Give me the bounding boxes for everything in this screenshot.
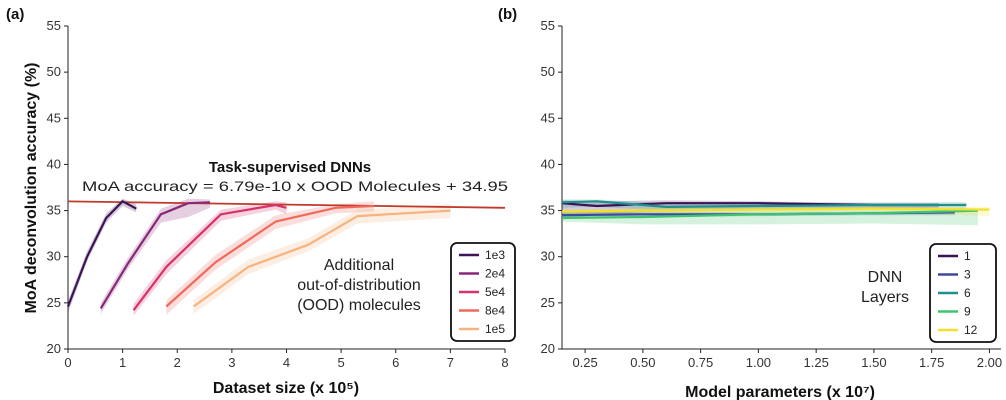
y-ticks-b: 20 25 30 35 40 45 50 55 bbox=[541, 18, 562, 356]
ci-band-2e4 bbox=[100, 198, 210, 314]
x-tick-label: 1.75 bbox=[919, 355, 944, 370]
panel-label-a: (a) bbox=[6, 6, 24, 23]
series-line-9 bbox=[561, 209, 978, 220]
legend-label-1e3: 1e3 bbox=[485, 248, 505, 262]
y-tick-label: 20 bbox=[47, 341, 61, 356]
legend-label-1e5: 1e5 bbox=[485, 322, 505, 336]
legend-label-1: 1 bbox=[964, 249, 971, 263]
x-ticks-a: 0 1 2 3 4 5 6 7 8 bbox=[64, 349, 509, 370]
x-tick-label: 1.25 bbox=[804, 355, 829, 370]
x-tick-label: 0.50 bbox=[630, 355, 655, 370]
y-tick-label: 40 bbox=[541, 156, 555, 171]
x-tick-label: 2 bbox=[174, 355, 181, 370]
y-tick-label: 35 bbox=[541, 203, 555, 218]
annotation-note-a: Additional out-of-distribution (OOD) mol… bbox=[297, 257, 421, 314]
legend-label-8e4: 8e4 bbox=[485, 304, 505, 318]
legend-label-6: 6 bbox=[964, 286, 971, 300]
x-axis-label-b: Model parameters (x 10⁷) bbox=[685, 384, 875, 400]
legend-b: 1 3 6 9 12 bbox=[929, 243, 997, 343]
x-tick-label: 0.75 bbox=[688, 355, 713, 370]
annotation-heading: Task-supervised DNNs bbox=[209, 159, 371, 176]
y-tick-label: 35 bbox=[47, 203, 61, 218]
x-tick-label: 8 bbox=[501, 355, 508, 370]
x-tick-label: 0 bbox=[64, 355, 71, 370]
x-tick-label: 1 bbox=[119, 355, 126, 370]
series-lines-a bbox=[66, 200, 451, 311]
panel-label-b: (b) bbox=[498, 6, 517, 23]
y-tick-label: 45 bbox=[541, 110, 555, 125]
x-axis-label-a: Dataset size (x 10⁵) bbox=[213, 380, 359, 397]
x-tick-label: 0.25 bbox=[572, 355, 597, 370]
x-tick-label: 6 bbox=[392, 355, 399, 370]
series-lines-b bbox=[561, 200, 990, 220]
x-tick-label: 3 bbox=[228, 355, 235, 370]
y-tick-label: 25 bbox=[541, 295, 555, 310]
y-tick-label: 55 bbox=[47, 18, 61, 33]
legend-a: 1e3 2e4 5e4 8e4 1e5 bbox=[450, 242, 516, 342]
y-tick-label: 50 bbox=[541, 64, 555, 79]
y-tick-label: 20 bbox=[541, 341, 555, 356]
legend-label-3: 3 bbox=[964, 268, 971, 282]
y-ticks-a: 20 25 30 35 40 45 50 55 bbox=[47, 18, 68, 356]
x-tick-label: 4 bbox=[283, 355, 290, 370]
ci-band-1e3 bbox=[68, 198, 137, 313]
x-tick-label: 1.00 bbox=[746, 355, 771, 370]
ci-band-1e5 bbox=[193, 204, 451, 314]
fit-line bbox=[67, 200, 506, 209]
note-line-1: Additional bbox=[324, 257, 394, 274]
series-line-12 bbox=[561, 207, 990, 213]
y-tick-label: 50 bbox=[47, 64, 61, 79]
panel-b: (b) 20 25 30 35 40 45 50 55 0.25 0.50 0.75 1.00 1.2… bbox=[498, 6, 1002, 400]
x-ticks-b: 0.25 0.50 0.75 1.00 1.25 1.50 1.75 2.00 bbox=[572, 349, 1002, 370]
legend-label-12: 12 bbox=[964, 323, 978, 337]
note-line-2: out-of-distribution bbox=[297, 277, 421, 294]
note-line-3: (OOD) molecules bbox=[297, 297, 421, 314]
series-line-5e4 bbox=[132, 203, 287, 311]
y-tick-label: 30 bbox=[541, 249, 555, 264]
annotation-fit-equation: MoA accuracy = 6.79e-10 x OOD Molecules … bbox=[82, 178, 508, 194]
series-line-2e4 bbox=[99, 201, 211, 309]
legend-box bbox=[929, 243, 997, 343]
x-tick-label: 1.50 bbox=[861, 355, 886, 370]
legend-label-5e4: 5e4 bbox=[485, 285, 505, 299]
note-layers: Layers bbox=[861, 289, 909, 306]
series-line-1e5 bbox=[192, 209, 451, 308]
y-axis-label-a: MoA deconvolution accuracy (%) bbox=[23, 63, 40, 314]
note-dnn: DNN bbox=[868, 269, 903, 286]
legend-box bbox=[450, 242, 516, 342]
x-tick-label: 7 bbox=[447, 355, 454, 370]
y-tick-label: 45 bbox=[47, 110, 61, 125]
series-line-6 bbox=[561, 200, 967, 208]
annotation-note-b: DNN Layers bbox=[861, 269, 909, 306]
y-tick-label: 30 bbox=[47, 249, 61, 264]
y-tick-label: 40 bbox=[47, 156, 61, 171]
legend-label-9: 9 bbox=[964, 305, 971, 319]
legend-label-2e4: 2e4 bbox=[485, 267, 505, 281]
x-tick-label: 5 bbox=[338, 355, 345, 370]
axes-b bbox=[561, 26, 1001, 350]
series-line-8e4 bbox=[165, 204, 374, 308]
x-tick-label: 2.00 bbox=[977, 355, 1002, 370]
y-tick-label: 55 bbox=[541, 18, 555, 33]
series-line-1e3 bbox=[66, 200, 137, 307]
y-tick-label: 25 bbox=[47, 295, 61, 310]
